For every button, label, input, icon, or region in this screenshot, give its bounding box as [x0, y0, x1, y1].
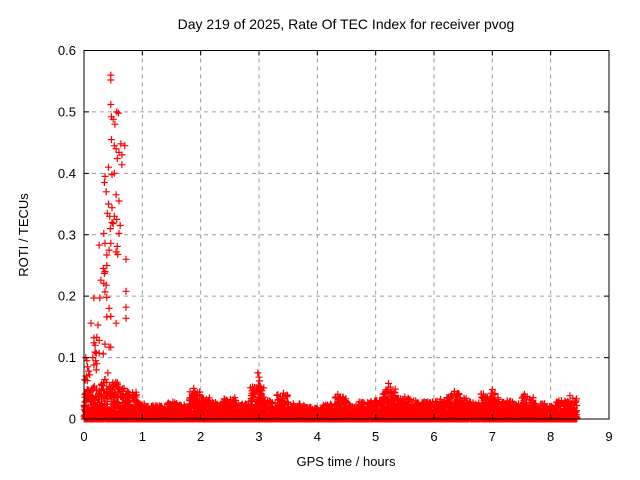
plot-box — [83, 50, 610, 420]
x-tick-label-1: 1 — [139, 429, 146, 444]
x-tick-label-9: 9 — [605, 429, 612, 444]
x-tick-label-7: 7 — [489, 429, 496, 444]
x-tick-label-5: 5 — [372, 429, 379, 444]
x-axis-label: GPS time / hours — [297, 454, 396, 469]
x-tick-label-0: 0 — [80, 429, 87, 444]
y-tick-label-0.1: 0.1 — [58, 350, 76, 365]
y-axis-label: ROTI / TECUs — [16, 193, 31, 277]
x-tick-label-6: 6 — [430, 429, 437, 444]
plot-border — [83, 50, 610, 420]
x-tick-label-4: 4 — [314, 429, 321, 444]
tick-marks — [83, 50, 610, 420]
dense-band-markers — [80, 376, 581, 423]
y-tick-label-0.3: 0.3 — [58, 227, 76, 242]
y-tick-label-0.6: 0.6 — [58, 43, 76, 58]
y-tick-label-0: 0 — [69, 412, 76, 427]
data-markers — [80, 71, 581, 423]
y-tick-label-0.5: 0.5 — [58, 104, 76, 119]
y-tick-label-0.4: 0.4 — [58, 166, 76, 181]
y-tick-label-0.2: 0.2 — [58, 289, 76, 304]
gridlines — [84, 50, 609, 419]
x-tick-label-8: 8 — [547, 429, 554, 444]
x-tick-label-2: 2 — [197, 429, 204, 444]
outlier-markers — [82, 71, 577, 402]
axis-tick-labels: 0 1 2 3 4 5 6 7 8 9 0 0.1 0.2 0.3 0.4 0.5 0.6 — [58, 43, 613, 444]
chart-title: Day 219 of 2025, Rate Of TEC Index for r… — [178, 16, 515, 32]
x-tick-label-3: 3 — [255, 429, 262, 444]
